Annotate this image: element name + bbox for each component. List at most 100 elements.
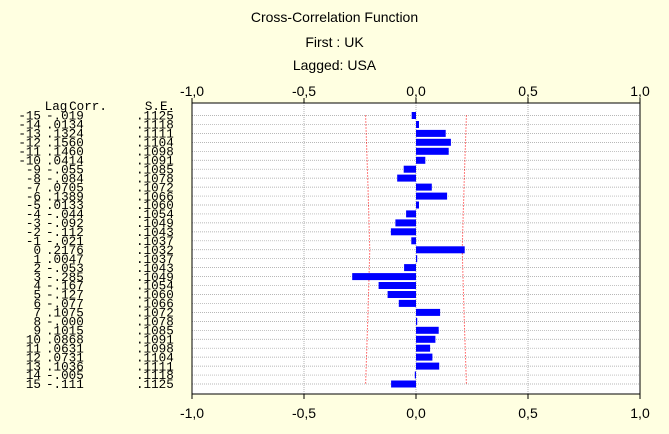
- table-corr: -.053: [46, 262, 84, 276]
- table-corr: -.005: [46, 369, 84, 383]
- table-se: .1054: [136, 280, 174, 294]
- ccf-bar-lag--6: [416, 192, 448, 200]
- table-se: .1098: [136, 146, 174, 160]
- ccf-bar-lag-13: [416, 362, 440, 370]
- table-corr: .1460: [46, 146, 84, 160]
- ccf-bar-lag--5: [416, 201, 419, 209]
- table-corr: -.112: [46, 226, 84, 240]
- table-lag: 9: [33, 325, 41, 339]
- x-tick-label-top: -0,5: [292, 83, 316, 99]
- table-se: .1043: [136, 262, 174, 276]
- table-se: .1060: [136, 199, 174, 213]
- table-se: .1072: [136, 181, 174, 195]
- table-header-se: S.E.: [145, 100, 175, 114]
- x-tick-label-top: 1,0: [630, 83, 650, 99]
- table-corr: .0731: [46, 351, 84, 365]
- table-corr: .1036: [46, 360, 84, 374]
- table-corr: .1389: [46, 190, 84, 204]
- table-se: .1085: [136, 325, 174, 339]
- x-tick-label-bottom: 1,0: [630, 405, 650, 421]
- table-se: .1037: [136, 235, 174, 249]
- x-tick-label-bottom: -1,0: [180, 405, 204, 421]
- table-corr: .1560: [46, 137, 84, 151]
- ccf-bar-lag--3: [395, 219, 416, 227]
- table-corr: -.127: [46, 289, 84, 303]
- table-se: .1091: [136, 154, 174, 168]
- table-lag: 10: [26, 333, 41, 347]
- ccf-bar-lag-14: [414, 371, 416, 379]
- table-se: .1054: [136, 208, 174, 222]
- chart-subtitle-first: First : UK: [305, 34, 364, 50]
- table-lag: 14: [26, 369, 41, 383]
- x-tick-label-bottom: 0,0: [406, 405, 426, 421]
- table-corr: -.044: [46, 208, 84, 222]
- table-lag: -13: [18, 128, 41, 142]
- ccf-bar-lag--10: [416, 156, 426, 164]
- table-corr: -.000: [46, 316, 84, 330]
- ccf-bar-lag--1: [411, 237, 416, 245]
- table-lag: 12: [26, 351, 41, 365]
- ccf-bar-lag-1: [416, 255, 418, 263]
- table-lag: 3: [33, 271, 41, 285]
- table-corr: .0047: [46, 253, 84, 267]
- table-corr: .0133: [46, 199, 84, 213]
- table-lag: 8: [33, 316, 41, 330]
- ccf-bar-lag-0: [416, 246, 465, 254]
- table-lag: 11: [26, 342, 41, 356]
- x-tick-label-top: 0,5: [518, 83, 538, 99]
- table-lag: 13: [26, 360, 41, 374]
- chart-title: Cross-Correlation Function: [250, 9, 419, 25]
- table-se: .1037: [136, 253, 174, 267]
- table-se: .1049: [136, 217, 174, 231]
- table-lag: -15: [18, 110, 41, 124]
- table-se: .1104: [136, 137, 174, 151]
- ccf-bar-lag--14: [416, 121, 419, 128]
- table-lag: -10: [18, 154, 41, 168]
- table-lag: -14: [18, 119, 41, 133]
- ccf-bar-lag-9: [416, 326, 439, 334]
- table-lag: 2: [33, 262, 41, 276]
- x-tick-label-top: -1,0: [180, 83, 204, 99]
- table-corr: .0705: [46, 181, 84, 195]
- table-corr: -.055: [46, 163, 84, 177]
- table-lag: 1: [33, 253, 41, 267]
- table-se: .1043: [136, 226, 174, 240]
- table-lag: -11: [18, 146, 41, 160]
- ccf-bar-lag--12: [416, 138, 451, 146]
- table-corr: -.092: [46, 217, 84, 231]
- table-se: .1118: [136, 119, 174, 133]
- chart-subtitle-lagged: Lagged: USA: [292, 57, 377, 73]
- table-se: .1085: [136, 163, 174, 177]
- table-se: .1104: [136, 351, 174, 365]
- table-corr: .0414: [46, 154, 84, 168]
- table-lag: -7: [26, 181, 41, 195]
- table-corr: -.084: [46, 172, 84, 186]
- table-lag: -3: [26, 217, 41, 231]
- ccf-bar-lag--15: [411, 112, 416, 119]
- x-tick-label-top: 0,0: [406, 83, 426, 99]
- table-corr: .1075: [46, 307, 84, 321]
- ccf-bar-lag-5: [387, 291, 416, 298]
- table-lag: -12: [18, 137, 41, 151]
- ccf-bar-lag-6: [398, 299, 416, 307]
- table-corr: -.019: [46, 110, 84, 124]
- ccf-bar-lag--13: [416, 129, 446, 137]
- ccf-bar-lag-3: [352, 273, 416, 281]
- table-lag: 15: [26, 378, 41, 392]
- table-se: .1111: [136, 360, 174, 374]
- table-corr: -.285: [46, 271, 84, 285]
- table-header-corr: Corr.: [69, 100, 107, 114]
- ccf-bar-lag-11: [416, 344, 431, 352]
- ccf-bar-lag-12: [416, 353, 433, 361]
- ccf-bar-lag--11: [416, 147, 449, 155]
- table-corr: -.021: [46, 235, 84, 249]
- table-lag: -1: [26, 235, 41, 249]
- table-lag: 0: [33, 244, 41, 258]
- ccf-bar-lag-2: [404, 264, 416, 272]
- table-se: .1032: [136, 244, 174, 258]
- table-se: .1118: [136, 369, 174, 383]
- table-se: .1091: [136, 333, 174, 347]
- table-corr: .1324: [46, 128, 84, 142]
- table-se: .1078: [136, 172, 174, 186]
